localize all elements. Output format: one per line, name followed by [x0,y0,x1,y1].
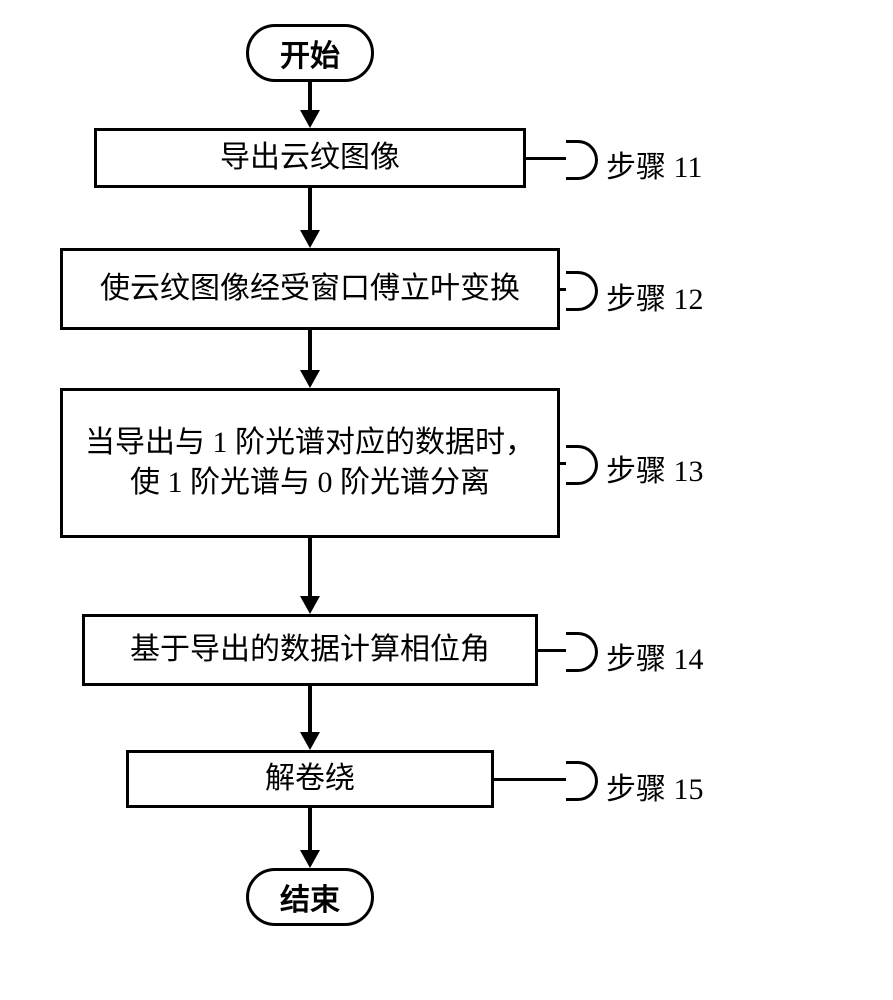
arrow-head-icon [300,110,320,128]
arrow-head-icon [300,596,320,614]
arrow-head-icon [300,370,320,388]
arrow-line [308,188,312,232]
step-15-label-text: 步骤 15 [606,773,704,806]
step-11-label: 步骤 11 [606,142,702,186]
label-curve [566,271,598,311]
step-14-text: 基于导出的数据计算相位角 [130,630,490,671]
start-terminal: 开始 [246,24,374,82]
arrow-line [308,808,312,852]
step-12-box: 使云纹图像经受窗口傅立叶变换 [60,248,560,330]
step-11-text: 导出云纹图像 [220,138,400,179]
arrow-head-icon [300,850,320,868]
step-14-label-text: 步骤 14 [606,643,704,676]
step-14-box: 基于导出的数据计算相位角 [82,614,538,686]
step-13-box: 当导出与 1 阶光谱对应的数据时，使 1 阶光谱与 0 阶光谱分离 [60,388,560,538]
start-label: 开始 [280,31,340,75]
arrow-line [308,538,312,598]
step-13-label-text: 步骤 13 [606,455,704,488]
step-13-text: 当导出与 1 阶光谱对应的数据时，使 1 阶光谱与 0 阶光谱分离 [73,423,547,504]
step-15-box: 解卷绕 [126,750,494,808]
end-label: 结束 [280,875,340,919]
arrow-line [308,82,312,112]
end-terminal: 结束 [246,868,374,926]
step-11-box: 导出云纹图像 [94,128,526,188]
label-curve [566,761,598,801]
label-curve [566,140,598,180]
step-15-label: 步骤 15 [606,764,704,808]
step-13-label: 步骤 13 [606,446,704,490]
arrow-head-icon [300,732,320,750]
step-15-text: 解卷绕 [265,759,355,800]
flowchart-canvas: 开始 结束 导出云纹图像 使云纹图像经受窗口傅立叶变换 当导出与 1 阶光谱对应… [0,0,893,1000]
step-14-label: 步骤 14 [606,634,704,678]
label-curve [566,445,598,485]
arrow-line [308,686,312,734]
label-connector [538,649,566,652]
label-connector [526,157,566,160]
label-connector [494,778,566,781]
arrow-head-icon [300,230,320,248]
step-12-label: 步骤 12 [606,274,704,318]
label-curve [566,632,598,672]
step-11-label-text: 步骤 11 [606,151,702,184]
step-12-label-text: 步骤 12 [606,283,704,316]
arrow-line [308,330,312,372]
step-12-text: 使云纹图像经受窗口傅立叶变换 [100,269,520,310]
